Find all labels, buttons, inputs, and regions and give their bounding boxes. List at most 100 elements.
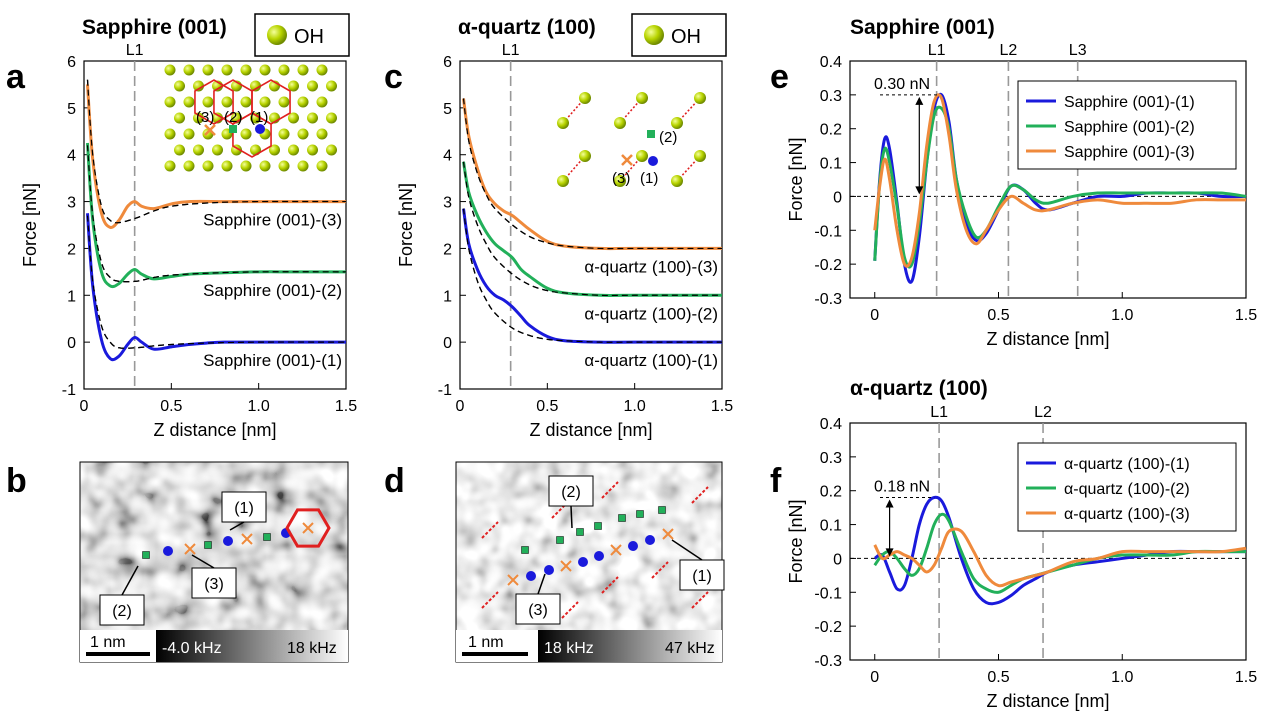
- oh-ball: [250, 144, 261, 156]
- callout-label: (1): [692, 568, 712, 585]
- oh-ball: [297, 128, 309, 140]
- oh-ball: [183, 64, 195, 76]
- series-line: [873, 93, 1246, 268]
- oh-ball: [671, 117, 683, 129]
- marker-circle: [163, 546, 173, 556]
- y-axis-label: Force [nN]: [786, 499, 806, 583]
- oh-ball: [278, 160, 290, 172]
- oh-ball: [259, 96, 271, 108]
- oh-ball: [278, 96, 290, 108]
- callout-box: [221, 491, 267, 523]
- marker-square: [521, 546, 529, 554]
- marker-circle: [544, 565, 554, 575]
- oh-ball: [316, 96, 328, 108]
- callout-label: (2): [561, 484, 581, 501]
- lattice-hexagon: [194, 79, 234, 125]
- legend-label: α-quartz (100)-(3): [1064, 506, 1190, 523]
- site-label: (3): [196, 109, 214, 126]
- marker-circle: [645, 535, 655, 545]
- callout-arrow: [537, 573, 546, 595]
- oh-ball: [671, 175, 683, 187]
- x-axis-label: Z distance [nm]: [153, 420, 276, 440]
- callout-box: [548, 475, 594, 507]
- oh-legend-c: OH: [631, 13, 727, 57]
- callout-label: (2): [112, 603, 132, 620]
- site-label: (3): [612, 170, 630, 187]
- curve-label: Sapphire (001)-(2): [203, 281, 342, 300]
- y-tick-label: 0: [443, 335, 452, 352]
- y-tick-label: 6: [67, 54, 76, 71]
- bond-line: [481, 521, 499, 539]
- fit-line-overlay: [462, 208, 722, 343]
- quartz-lattice-inset: (2) (3) (1): [557, 92, 706, 187]
- reference-line-label: L1: [126, 42, 144, 59]
- reference-line-label: L2: [1000, 42, 1018, 59]
- site-label: (1): [250, 109, 268, 126]
- oh-ball: [183, 160, 195, 172]
- site-marker-1: [255, 124, 265, 134]
- oh-ball: [614, 117, 626, 129]
- sapphire-lattice-inset: (3) (2) (1): [164, 64, 337, 172]
- colorbar: [156, 630, 348, 662]
- oh-ball: [250, 112, 261, 124]
- plot-frame: [849, 60, 1247, 299]
- marker-cross: [560, 560, 572, 572]
- y-tick-label: -1: [62, 382, 76, 399]
- colorbar-max: 47 kHz: [665, 640, 715, 657]
- oh-ball: [164, 96, 176, 108]
- oh-ball: [164, 64, 176, 76]
- oh-ball: [307, 80, 318, 92]
- marker-circle: [526, 571, 536, 581]
- panel-letter-f: f: [770, 462, 782, 500]
- y-tick-label: 5: [67, 101, 76, 118]
- oh-ball: [259, 64, 271, 76]
- callout-arrow: [570, 505, 573, 529]
- marker-square: [556, 536, 564, 544]
- y-tick-label: 3: [67, 195, 76, 212]
- y-tick-label: 4: [67, 148, 76, 165]
- marker-square: [658, 506, 666, 514]
- y-tick-label: 3: [443, 195, 452, 212]
- site-marker-3: [621, 154, 633, 166]
- oh-ball: [307, 144, 318, 156]
- legend-label: Sapphire (001)-(3): [1064, 144, 1195, 161]
- oh-ball: [193, 80, 204, 92]
- chart-title: α-quartz (100): [850, 377, 988, 400]
- x-tick-label: 0.5: [987, 669, 1009, 686]
- lattice-hexagon: [285, 508, 331, 548]
- series-line: [873, 105, 1247, 269]
- bond-line: [481, 591, 499, 609]
- x-tick-label: 1.0: [1111, 669, 1133, 686]
- curve-label: α-quartz (100)-(2): [584, 304, 718, 323]
- x-tick-label: 0.5: [160, 398, 182, 415]
- marker-circle: [578, 557, 588, 567]
- afm-b-markers: (1) (2) (3): [99, 491, 331, 626]
- marker-square: [263, 533, 271, 541]
- bond-line: [691, 486, 709, 504]
- x-tick-label: 1.5: [1235, 669, 1257, 686]
- site-marker-2: [647, 130, 655, 138]
- chart-e: Sapphire (001) -0.3 -0.2 -0.1 0 0.1 0.2 0.3 0.4 0…: [786, 16, 1257, 349]
- oh-ball: [202, 64, 214, 76]
- y-tick-label: 0.1: [820, 518, 842, 535]
- x-tick-label: 0: [870, 307, 879, 324]
- oh-legend-label: OH: [294, 26, 324, 48]
- curve-label: Sapphire (001)-(3): [203, 211, 342, 230]
- panel-letter-e: e: [770, 58, 789, 96]
- colorbar-min: 18 kHz: [544, 640, 594, 657]
- oh-ball: [297, 160, 309, 172]
- y-tick-label: 0.1: [820, 156, 842, 173]
- scale-bar-label: 1 nm: [90, 634, 126, 651]
- annotation-label: 0.18 nN: [874, 478, 930, 495]
- chart-title: α-quartz (100): [458, 16, 596, 39]
- legend-label: α-quartz (100)-(2): [1064, 481, 1190, 498]
- fit-line-overlay: [86, 79, 347, 224]
- chart-f: α-quartz (100) -0.3 -0.2 -0.1 0 0.1 0.2 0.3 0.4 0…: [786, 377, 1257, 711]
- series-line: [85, 84, 346, 230]
- y-tick-label: 2: [443, 241, 452, 258]
- y-axis-label: Force [nN]: [396, 183, 416, 267]
- marker-square: [576, 528, 584, 536]
- lattice-hexagon: [232, 112, 272, 158]
- oh-ball: [694, 92, 706, 104]
